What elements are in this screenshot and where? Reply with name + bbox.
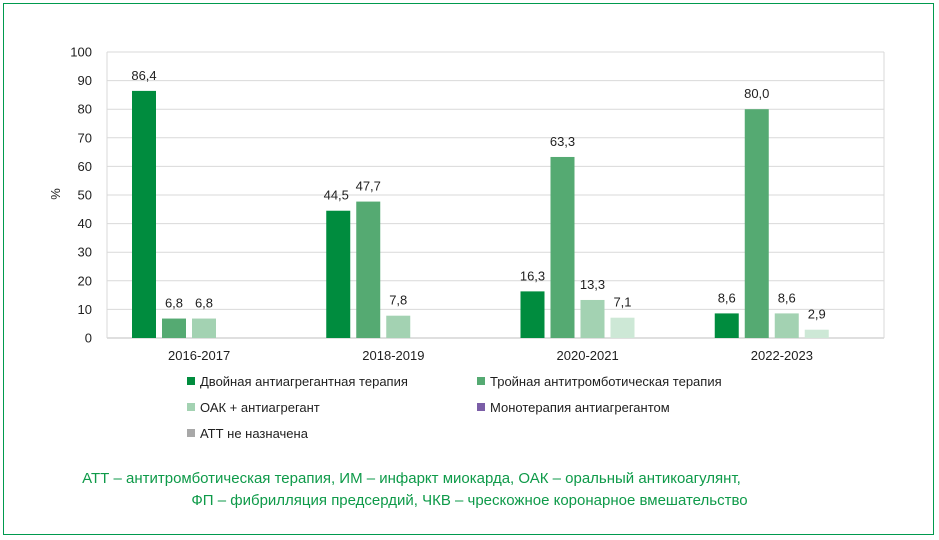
bars xyxy=(132,90,829,338)
y-tick-label: 90 xyxy=(78,73,92,88)
data-label: 2,9 xyxy=(808,307,826,322)
y-tick-label: 30 xyxy=(78,245,92,260)
bar-3-2016-2017 xyxy=(192,318,216,338)
y-axis-ticks: 0 10 20 30 40 50 60 70 80 90 100 xyxy=(70,45,92,346)
legend: Двойная антиагрегантная терапия Тройная а… xyxy=(187,374,722,441)
legend-swatch xyxy=(477,403,485,411)
data-label: 8,6 xyxy=(718,290,736,305)
bar-2-2022-2023 xyxy=(744,109,769,338)
bar-3-2018-2019 xyxy=(386,315,411,338)
footnote-line-2: ФП – фибрилляция предсердий, ЧКВ – чреск… xyxy=(191,492,748,509)
bar-3-2022-2023 xyxy=(774,313,799,338)
data-label: 63,3 xyxy=(550,134,575,149)
data-label: 7,1 xyxy=(613,295,631,310)
x-tick-label: 2016-2017 xyxy=(168,348,230,363)
bar-2-2018-2019 xyxy=(356,201,381,338)
y-tick-label: 10 xyxy=(78,302,92,317)
y-tick-label: 60 xyxy=(78,159,92,174)
data-label: 44,5 xyxy=(324,188,349,203)
legend-swatch xyxy=(187,429,195,437)
legend-label: Тройная антитромботическая терапия xyxy=(490,374,722,389)
x-tick-label: 2020-2021 xyxy=(557,348,619,363)
y-tick-label: 40 xyxy=(78,216,92,231)
y-tick-label: 20 xyxy=(78,273,92,288)
data-label: 16,3 xyxy=(520,268,545,283)
y-tick-label: 50 xyxy=(78,188,92,203)
y-tick-label: 80 xyxy=(78,102,92,117)
legend-label: Монотерапия антиагрегантом xyxy=(490,400,670,415)
y-tick-label: 70 xyxy=(78,130,92,145)
x-tick-label: 2018-2019 xyxy=(362,348,424,363)
legend-label: АТТ не назначена xyxy=(200,426,309,441)
legend-swatch xyxy=(187,403,195,411)
data-label: 6,8 xyxy=(195,296,213,311)
bar-1-2022-2023 xyxy=(714,313,739,338)
legend-swatch xyxy=(477,377,485,385)
y-axis-label: % xyxy=(48,188,63,200)
bar-1-2020-2021 xyxy=(520,291,545,338)
bar-2-2016-2017 xyxy=(162,318,186,338)
data-label: 7,8 xyxy=(389,293,407,308)
bar-2-2020-2021 xyxy=(550,156,575,338)
legend-label: ОАК + антиагрегант xyxy=(200,400,320,415)
data-labels: 86,4 6,8 6,8 44,5 47,7 7,8 16,3 63,3 13,3 7,1 8,6 8… xyxy=(131,68,825,322)
data-label: 8,6 xyxy=(778,290,796,305)
legend-label: Двойная антиагрегантная терапия xyxy=(200,374,408,389)
y-tick-label: 0 xyxy=(85,331,92,346)
bar-1-2016-2017 xyxy=(132,90,156,338)
data-label: 47,7 xyxy=(356,179,381,194)
bar-4-2022-2023 xyxy=(804,329,829,338)
y-tick-label: 100 xyxy=(70,45,92,60)
bar-3-2020-2021 xyxy=(580,299,605,338)
legend-swatch xyxy=(187,377,195,385)
data-label: 80,0 xyxy=(744,86,769,101)
category-labels: 2016-2017 2018-2019 2020-2021 2022-2023 xyxy=(168,348,813,363)
footnote-line-1: АТТ – антитромботическая терапия, ИМ – и… xyxy=(82,470,741,487)
bar-1-2018-2019 xyxy=(326,210,351,338)
chart-frame xyxy=(3,3,934,535)
data-label: 13,3 xyxy=(580,277,605,292)
x-tick-label: 2022-2023 xyxy=(751,348,813,363)
data-label: 6,8 xyxy=(165,296,183,311)
bar-4-2020-2021 xyxy=(610,317,635,338)
data-label: 86,4 xyxy=(131,68,156,83)
